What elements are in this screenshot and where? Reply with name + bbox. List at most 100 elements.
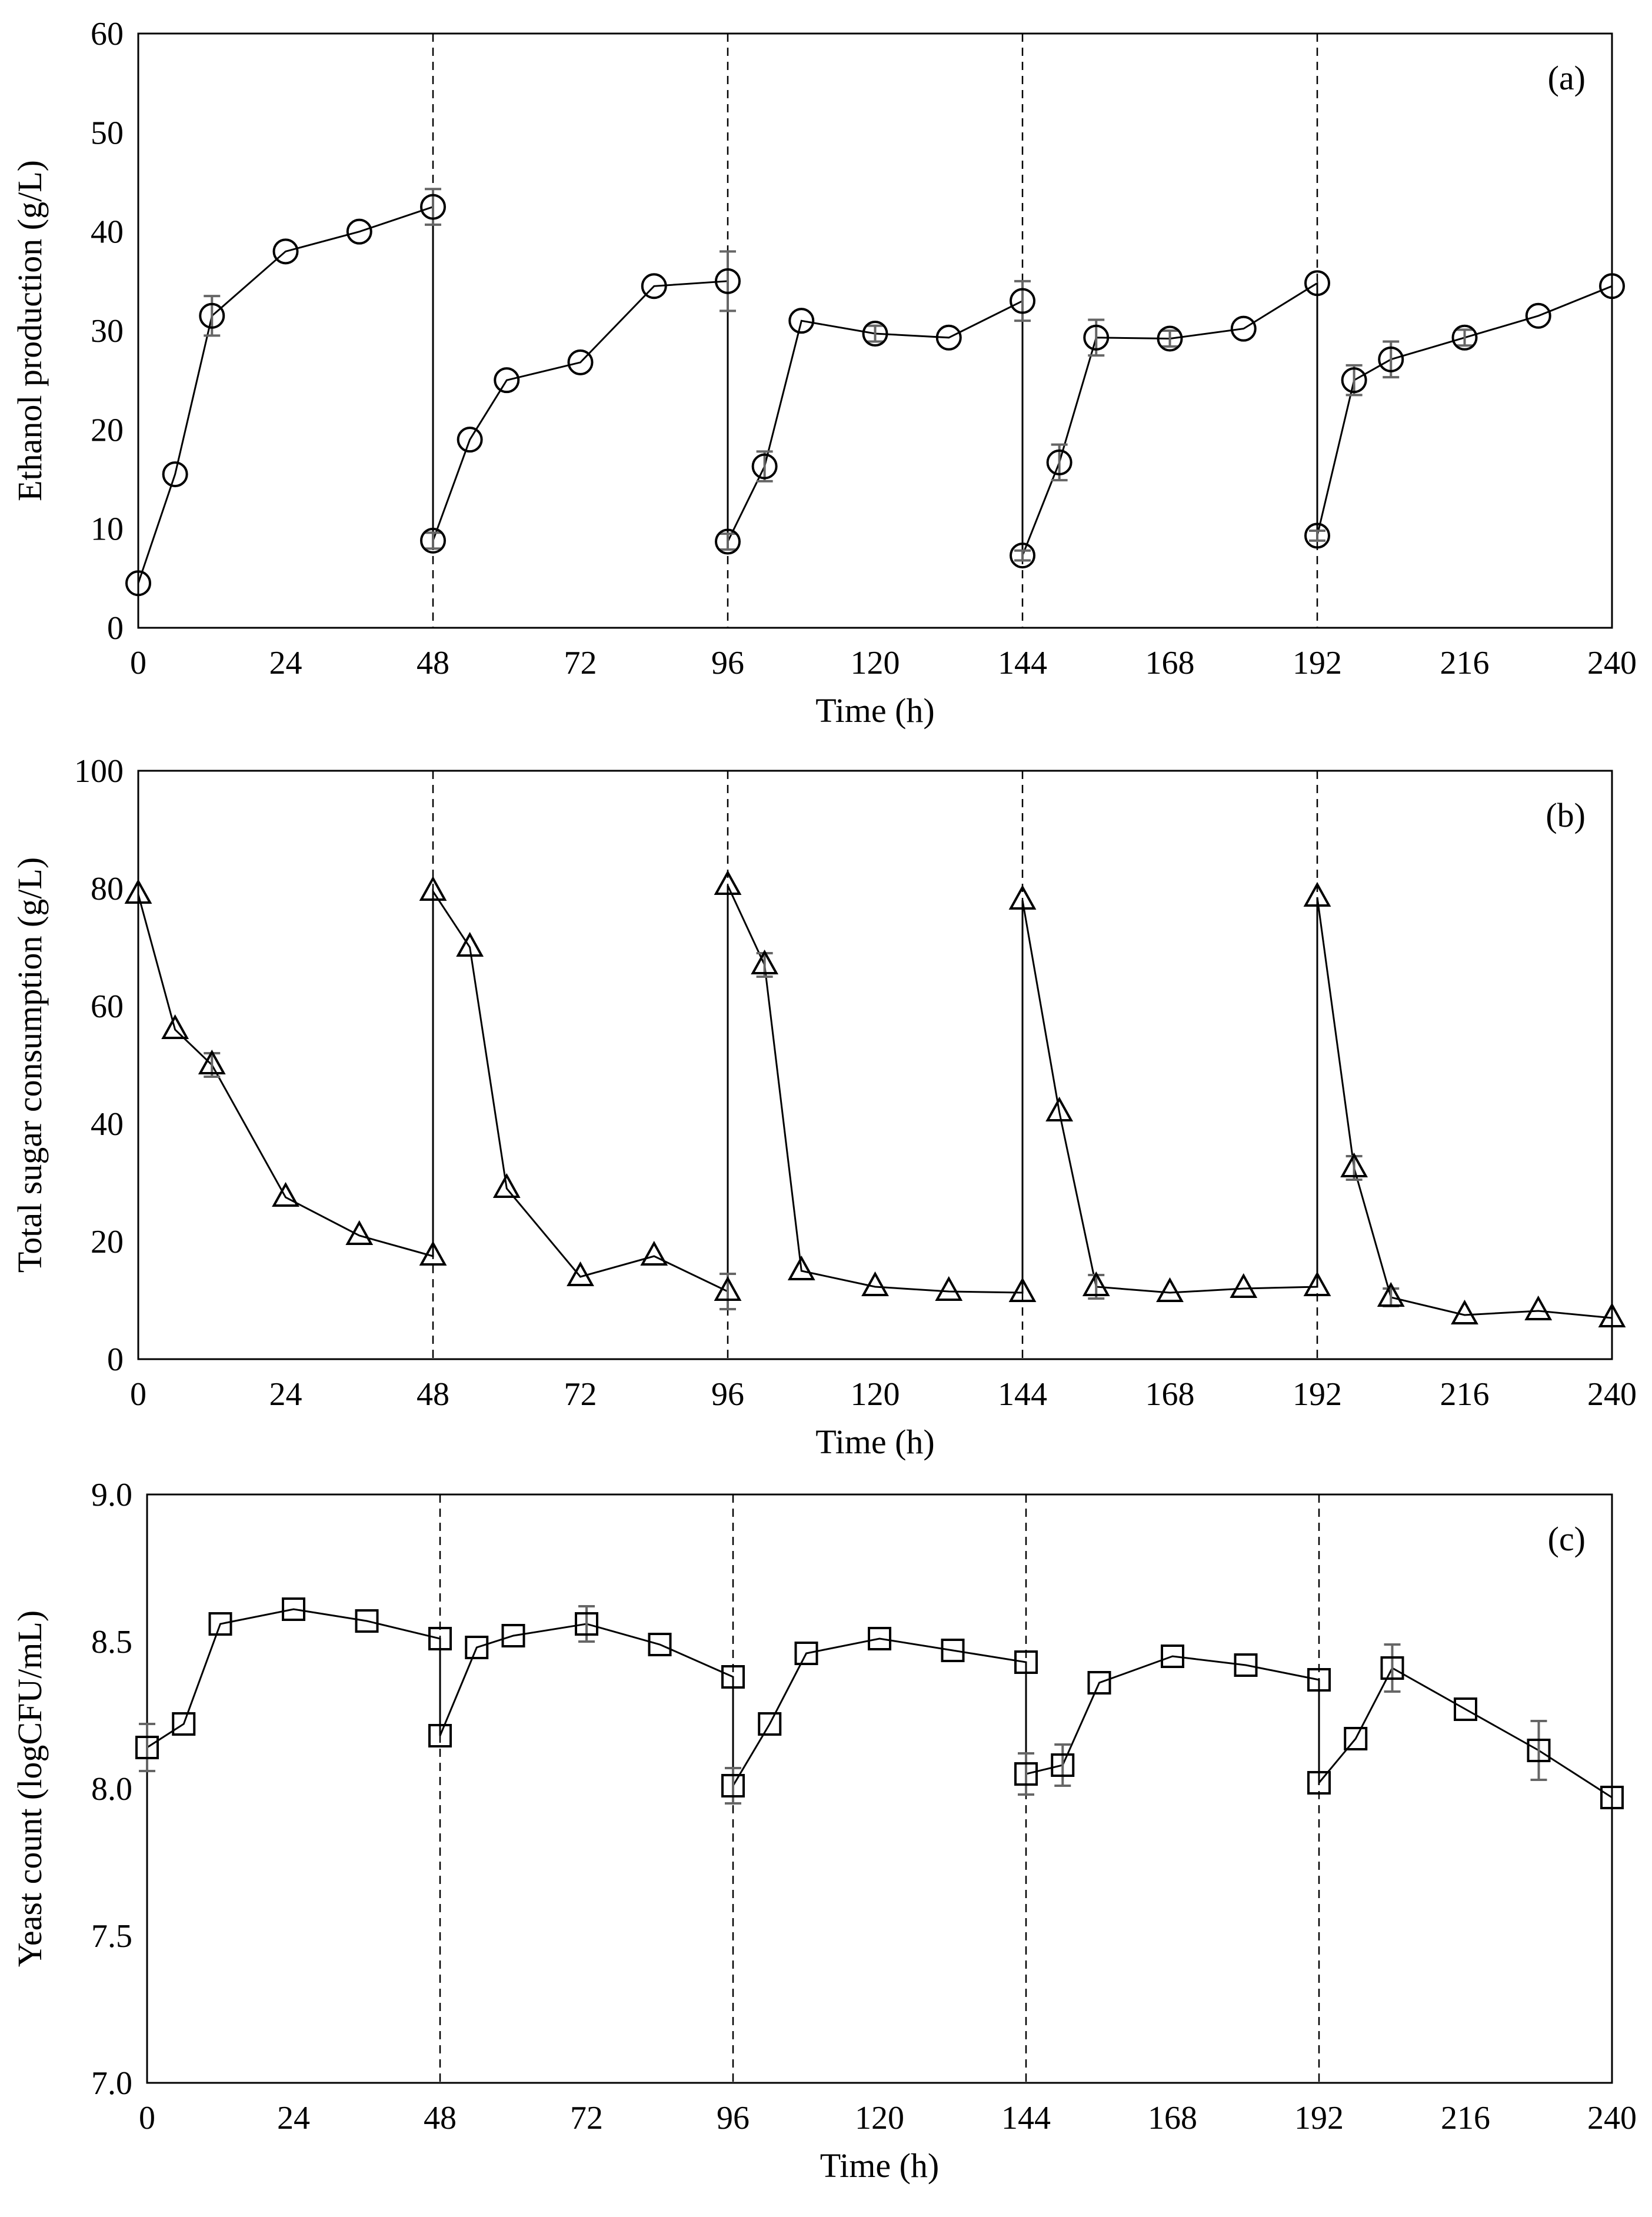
data-point-circle [788, 308, 815, 334]
x-tick-label: 48 [417, 645, 449, 681]
x-tick-label: 0 [139, 2100, 155, 2136]
y-tick-label: 0 [107, 1341, 124, 1378]
x-tick-label: 96 [717, 2100, 750, 2136]
y-tick-label: 20 [91, 412, 124, 448]
x-tick-label: 48 [424, 2100, 457, 2136]
data-point-square [721, 1774, 745, 1797]
x-tick-label: 240 [1587, 645, 1637, 681]
x-tick-label: 240 [1587, 1376, 1637, 1413]
data-point-triangle [456, 931, 484, 957]
data-point-square [1344, 1727, 1368, 1750]
data-point-square [1527, 1739, 1551, 1762]
y-tick-label: 30 [91, 313, 124, 349]
data-point-circle [641, 273, 667, 299]
data-point-circle [715, 268, 741, 294]
x-axis-title: Time (h) [815, 1423, 935, 1461]
y-tick-label: 60 [91, 16, 124, 52]
data-point-circle [420, 527, 446, 554]
chart-panel-2: 0 24 48 72 96 120 144 168 192 216 240 7.0 7.5 8.0 8.5 9… [11, 1477, 1637, 2185]
x-tick-label: 24 [277, 2100, 310, 2136]
data-point-triangle [1082, 1271, 1110, 1296]
data-point-triangle [124, 878, 152, 904]
data-point-circle [1083, 324, 1110, 351]
x-tick-label: 120 [855, 2100, 904, 2136]
data-point-circle [162, 461, 188, 488]
data-point-square [428, 1724, 452, 1747]
plot-frame [137, 770, 1613, 1360]
data-point-square [1051, 1753, 1075, 1777]
x-tick-label: 216 [1440, 1376, 1490, 1413]
data-point-circle [1599, 273, 1625, 299]
data-point-triangle [1524, 1295, 1553, 1320]
y-tick-label: 8.5 [91, 1624, 132, 1660]
data-point-square [1307, 1771, 1331, 1795]
x-tick-label: 144 [998, 645, 1047, 681]
data-point-square [282, 1597, 305, 1621]
panel-label: (b) [1546, 796, 1586, 834]
data-point-triangle [198, 1049, 226, 1074]
data-point-square [1454, 1697, 1477, 1721]
data-point-square [208, 1612, 232, 1636]
data-point-square [941, 1639, 965, 1662]
data-point-square [1600, 1786, 1624, 1809]
y-tick-label: 7.0 [91, 2065, 132, 2102]
data-point-square [1307, 1668, 1331, 1692]
data-point-circle [1304, 522, 1330, 549]
x-tick-label: 216 [1440, 645, 1490, 681]
data-point-circle [457, 427, 483, 453]
x-tick-label: 120 [851, 645, 900, 681]
data-point-circle [199, 302, 225, 329]
data-point-circle [494, 367, 520, 394]
data-point-triangle [714, 870, 742, 895]
data-point-square [428, 1627, 452, 1650]
data-point-triangle [1598, 1302, 1626, 1327]
data-point-triangle [1156, 1277, 1184, 1302]
y-axis-title: Yeast count (logCFU/mL) [11, 1610, 49, 1967]
x-tick-label: 192 [1293, 1376, 1342, 1413]
data-point-triangle [419, 1240, 447, 1266]
data-point-triangle [861, 1271, 889, 1296]
data-point-square [1014, 1762, 1038, 1786]
data-point-triangle [640, 1240, 668, 1266]
x-tick-label: 192 [1293, 645, 1342, 681]
data-point-triangle [161, 1014, 189, 1039]
y-tick-label: 9.0 [91, 1477, 132, 1513]
x-tick-label: 48 [417, 1376, 449, 1413]
data-point-triangle [1340, 1152, 1368, 1177]
data-point-circle [1046, 449, 1073, 475]
plot-frame [137, 32, 1613, 629]
y-tick-label: 60 [91, 988, 124, 1025]
data-point-circle [1451, 324, 1478, 351]
series-line [137, 205, 1613, 584]
data-point-circle [272, 238, 299, 265]
panel-label: (a) [1548, 59, 1586, 97]
data-point-circle [715, 528, 741, 555]
data-point-circle [567, 349, 594, 375]
data-point-triangle [1008, 1277, 1037, 1302]
y-tick-label: 20 [91, 1224, 124, 1260]
data-point-triangle [492, 1173, 521, 1198]
data-point-circle [346, 218, 372, 245]
data-point-circle [1010, 542, 1035, 569]
x-tick-label: 192 [1294, 2100, 1344, 2136]
x-tick-label: 24 [269, 1376, 302, 1413]
x-tick-label: 120 [851, 1376, 900, 1413]
data-point-square [172, 1712, 196, 1736]
data-point-circle [125, 570, 151, 597]
data-point-square [1014, 1650, 1038, 1674]
y-tick-label: 0 [107, 610, 124, 647]
data-point-triangle [272, 1181, 299, 1207]
y-tick-label: 50 [91, 115, 124, 151]
data-point-square [501, 1624, 525, 1647]
x-tick-label: 168 [1145, 1376, 1195, 1413]
x-tick-label: 24 [269, 645, 302, 681]
data-point-circle [935, 324, 962, 351]
y-axis-title: Total sugar consumption (g/L) [11, 857, 49, 1273]
data-point-triangle [1303, 1271, 1331, 1296]
x-tick-label: 0 [130, 645, 146, 681]
data-point-circle [420, 194, 446, 220]
y-tick-label: 80 [91, 871, 124, 907]
data-point-square [1380, 1656, 1404, 1680]
x-tick-label: 216 [1441, 2100, 1490, 2136]
